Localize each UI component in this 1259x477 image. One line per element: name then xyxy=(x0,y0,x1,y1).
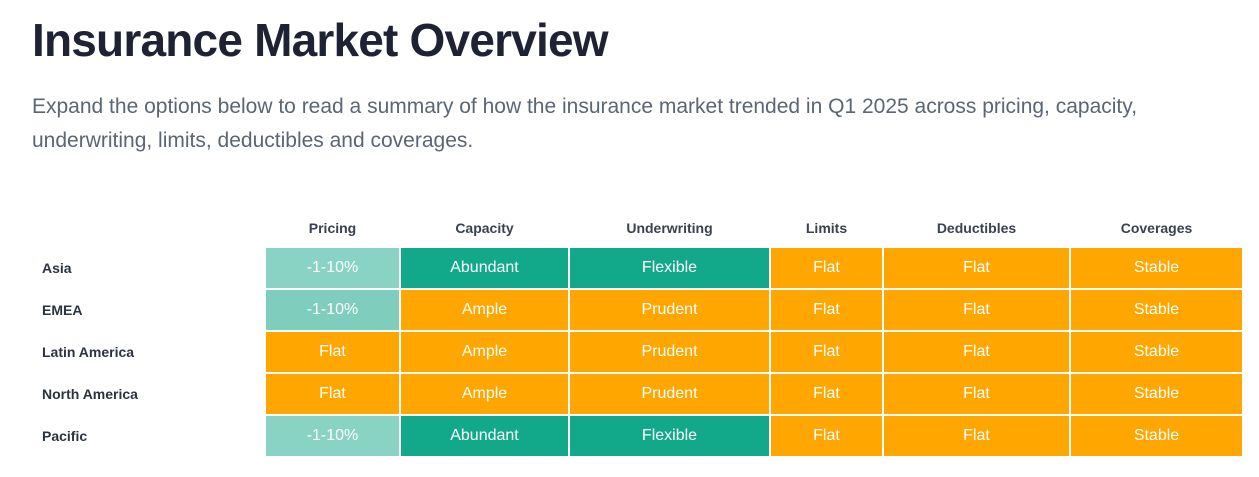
cell-pricing: -1-10% xyxy=(266,248,399,288)
market-overview-table: Pricing Capacity Underwriting Limits Ded… xyxy=(30,208,1244,458)
region-label: Latin America xyxy=(42,344,135,360)
cell-coverages: Stable xyxy=(1071,248,1242,288)
cell-deductibles: Flat xyxy=(884,332,1069,372)
cell-coverages: Stable xyxy=(1071,374,1242,414)
cell-limits: Flat xyxy=(771,416,882,456)
cell-coverages: Stable xyxy=(1071,290,1242,330)
cell-coverages: Stable xyxy=(1071,416,1242,456)
cell-pricing: Flat xyxy=(266,332,399,372)
cell-limits: Flat xyxy=(771,248,882,288)
column-header-coverages: Coverages xyxy=(1120,220,1193,236)
cell-deductibles: Flat xyxy=(884,248,1069,288)
column-header-pricing: Pricing xyxy=(308,220,357,236)
intro-text: Expand the options below to read a summa… xyxy=(32,95,1138,152)
region-label: Pacific xyxy=(42,428,88,444)
cell-underwriting: Prudent xyxy=(570,290,769,330)
column-header-underwriting: Underwriting xyxy=(626,220,713,236)
cell-underwriting: Flexible xyxy=(570,416,769,456)
cell-capacity: Abundant xyxy=(401,248,568,288)
cell-underwriting: Prudent xyxy=(570,332,769,372)
table-row-asia[interactable]: Asia -1-10% Abundant Flexible Flat Flat … xyxy=(32,248,1242,288)
region-label: North America xyxy=(42,386,138,402)
region-column-header xyxy=(32,210,264,246)
table-row-latin-america[interactable]: Latin America Flat Ample Prudent Flat Fl… xyxy=(32,332,1242,372)
column-header-capacity: Capacity xyxy=(455,220,514,236)
header-row: Pricing Capacity Underwriting Limits Ded… xyxy=(32,210,1242,246)
column-header-deductibles: Deductibles xyxy=(936,220,1017,236)
cell-limits: Flat xyxy=(771,374,882,414)
table-row-pacific[interactable]: Pacific -1-10% Abundant Flexible Flat Fl… xyxy=(32,416,1242,456)
cell-capacity: Abundant xyxy=(401,416,568,456)
cell-coverages: Stable xyxy=(1071,332,1242,372)
region-label: Asia xyxy=(42,260,72,276)
table-row-emea[interactable]: EMEA -1-10% Ample Prudent Flat Flat Stab… xyxy=(32,290,1242,330)
page-title: Insurance Market Overview xyxy=(32,14,609,66)
column-header-limits: Limits xyxy=(805,220,848,236)
cell-underwriting: Prudent xyxy=(570,374,769,414)
region-label: EMEA xyxy=(42,302,83,318)
cell-deductibles: Flat xyxy=(884,290,1069,330)
cell-capacity: Ample xyxy=(401,290,568,330)
cell-capacity: Ample xyxy=(401,374,568,414)
cell-pricing: -1-10% xyxy=(266,416,399,456)
cell-pricing: Flat xyxy=(266,374,399,414)
cell-deductibles: Flat xyxy=(884,416,1069,456)
cell-limits: Flat xyxy=(771,332,882,372)
cell-underwriting: Flexible xyxy=(570,248,769,288)
cell-limits: Flat xyxy=(771,290,882,330)
table-row-north-america[interactable]: North America Flat Ample Prudent Flat Fl… xyxy=(32,374,1242,414)
cell-deductibles: Flat xyxy=(884,374,1069,414)
cell-capacity: Ample xyxy=(401,332,568,372)
cell-pricing: -1-10% xyxy=(266,290,399,330)
